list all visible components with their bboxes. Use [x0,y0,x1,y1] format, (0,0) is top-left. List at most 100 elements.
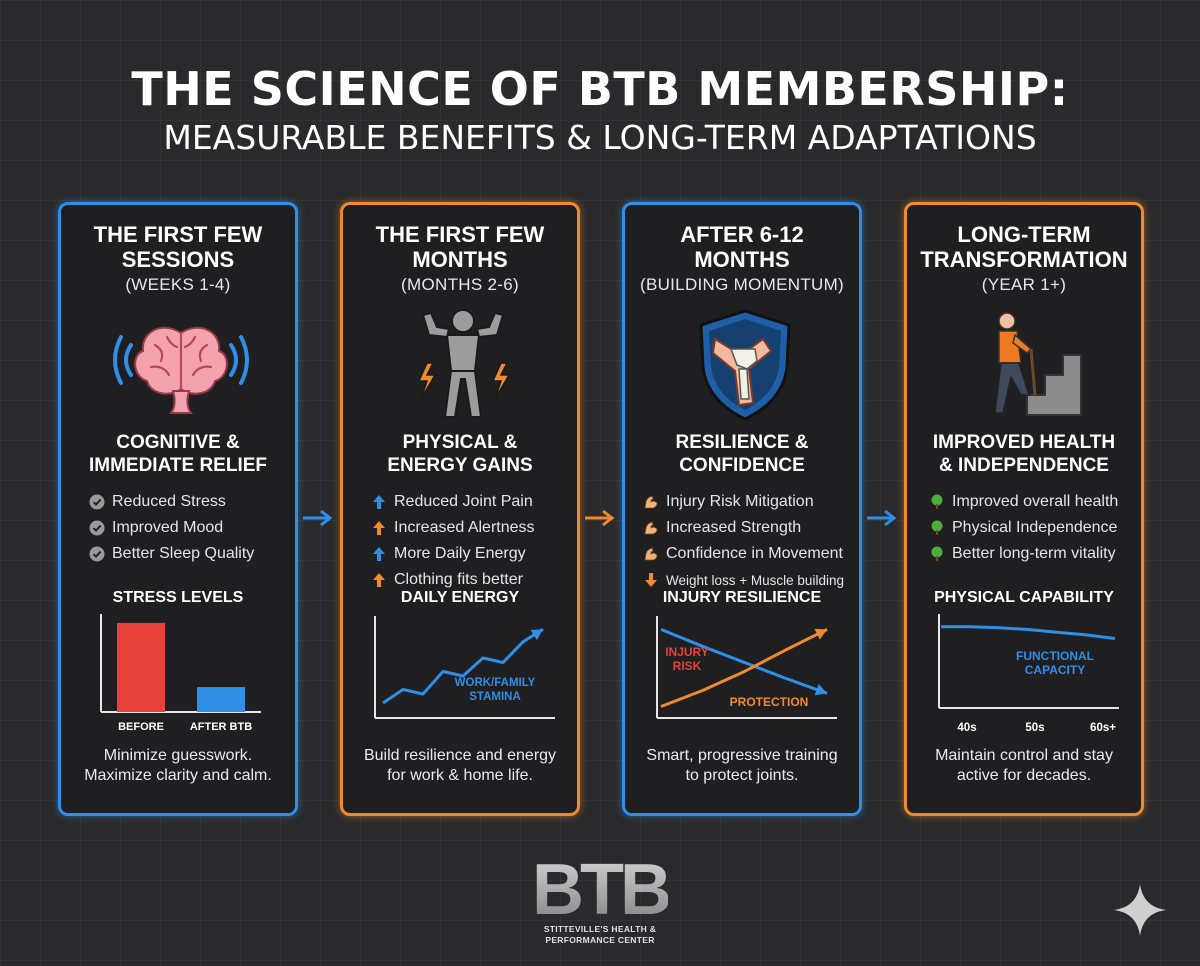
benefit-text: Better Sleep Quality [112,545,255,562]
arrow-up-blue-icon [371,546,387,562]
card-title: AFTER 6-12 MONTHS [625,222,859,272]
benefit-text: Confidence in Movement [666,545,843,562]
senior-climbing-stairs-icon [957,305,1097,425]
daily-energy-chart: WORK/FAMILY STAMINA [363,610,563,740]
benefit-text: Increased Strength [666,519,802,536]
section-line: RESILIENCE & [675,432,809,453]
benefit-text: Reduced Stress [112,493,226,510]
x-tick-label: 60s+ [1090,722,1116,734]
chart-title: INJURY RESILIENCE [662,589,822,606]
series-label-injury-risk: INJURY [665,645,709,659]
card-title-line: THE FIRST FEW [93,222,263,247]
footer-line: Minimize guesswork. [103,747,253,764]
flexed-arm-icon [643,494,659,510]
tree-icon [929,546,945,562]
arrow-up-orange-icon [371,572,387,588]
injury-risk-line [660,628,828,695]
footer-line: Build resilience and energy [363,747,557,764]
section-line: & INDEPENDENCE [939,455,1109,476]
card-subtitle: (WEEKS 1-4) [125,275,231,294]
chart-title: DAILY ENERGY [400,589,520,606]
card-subtitle: (MONTHS 2-6) [401,275,519,294]
bar-before [117,622,165,712]
card-footer: Build resilience and energy for work & h… [343,746,577,786]
card-six-twelve-months: AFTER 6-12 MONTHS (BUILDING MOMENTUM) RE… [622,202,862,816]
card-footer: Minimize guesswork. Maximize clarity and… [61,746,295,786]
card-title-line: MONTHS [694,247,790,272]
footer-line: Smart, progressive training [646,747,838,764]
footer-line: to protect joints. [685,767,799,784]
series-label-protection: PROTECTION [730,695,809,709]
benefit-text: Improved overall health [952,493,1119,510]
arrow-up-orange-icon [371,520,387,536]
card-section-title: RESILIENCE & CONFIDENCE [625,431,859,477]
card-title: THE FIRST FEW SESSIONS [61,222,295,272]
section-line: CONFIDENCE [679,455,805,476]
main-title: THE SCIENCE OF BTB MEMBERSHIP: [131,62,1069,116]
card-long-term: LONG-TERM TRANSFORMATION (YEAR 1+) IMPRO… [904,202,1144,816]
arrow-down-orange-icon [643,572,659,588]
benefit-text: Improved Mood [112,519,224,536]
footer-line: active for decades. [956,767,1092,784]
section-line: ENERGY GAINS [387,455,533,476]
tree-icon [929,520,945,536]
benefit-text: Clothing fits better [394,571,523,588]
chart-title: STRESS LEVELS [112,589,244,606]
card-title: LONG-TERM TRANSFORMATION [907,222,1141,272]
check-circle-icon [89,520,105,536]
benefit-list: Improved overall health Physical Indepen… [929,489,1147,567]
section-line: IMPROVED HEALTH [932,432,1116,453]
benefit-text: More Daily Energy [394,545,526,562]
list-item: Improved Mood [89,515,301,541]
sparkle-icon [1114,884,1166,936]
x-tick-label: 40s [957,722,976,734]
list-item: Clothing fits better [371,567,583,593]
section-line: COGNITIVE & [116,432,240,453]
logo-tagline-line: STITTEVILLE'S HEALTH & [543,924,657,934]
card-section-title: IMPROVED HEALTH & INDEPENDENCE [907,431,1141,477]
card-first-sessions: THE FIRST FEW SESSIONS (WEEKS 1-4) COGNI… [58,202,298,816]
arrow-right-icon [583,508,617,528]
card-section-title: COGNITIVE & IMMEDIATE RELIEF [61,431,295,477]
bar-after [197,687,245,712]
list-item: Physical Independence [929,515,1147,541]
card-first-months: THE FIRST FEW MONTHS (MONTHS 2-6) PHYSIC… [340,202,580,816]
card-subtitle: (YEAR 1+) [981,275,1067,294]
logo-tagline-line: PERFORMANCE CENTER [545,935,655,945]
benefit-text: Increased Alertness [394,519,535,536]
chart-title: PHYSICAL CAPABILITY [934,589,1114,606]
benefit-text: Better long-term vitality [952,545,1116,562]
knee-shield-icon [675,305,815,425]
flexed-arm-icon [643,546,659,562]
capability-line [941,625,1116,640]
energy-arrow-head [530,629,543,641]
series-label-injury-risk: RISK [673,659,702,673]
list-item: Injury Risk Mitigation [643,489,865,515]
card-title-line: THE FIRST FEW [375,222,545,247]
protection-line [660,628,828,708]
protection-arrow-head [814,628,827,640]
card-title-line: LONG-TERM [957,222,1091,247]
card-title-line: AFTER 6-12 [680,222,804,247]
list-item: Reduced Joint Pain [371,489,583,515]
flexed-arm-icon [643,520,659,536]
card-footer: Smart, progressive training to protect j… [625,746,859,786]
card-section-title: PHYSICAL & ENERGY GAINS [343,431,577,477]
series-label: FUNCTIONAL [1016,649,1094,663]
footer-line: Maximize clarity and calm. [84,767,272,784]
series-label: WORK/FAMILY [455,677,536,689]
section-line: PHYSICAL & [402,432,518,453]
benefit-text: Physical Independence [952,519,1118,536]
stress-levels-chart: BEFORE AFTER BTB [81,610,281,740]
injury-risk-arrow-head [814,683,827,696]
list-item: Increased Alertness [371,515,583,541]
brain-icon [111,305,251,425]
x-tick-label: BEFORE [118,721,164,733]
benefit-list: Reduced Joint Pain Increased Alertness M… [371,489,583,593]
benefit-text: Injury Risk Mitigation [666,493,814,510]
card-title-line: MONTHS [412,247,508,272]
main-subtitle: MEASURABLE BENEFITS & LONG-TERM ADAPTATI… [163,118,1037,157]
series-label: CAPACITY [1025,663,1085,677]
footer-line: for work & home life. [387,767,533,784]
list-item: Better long-term vitality [929,541,1147,567]
